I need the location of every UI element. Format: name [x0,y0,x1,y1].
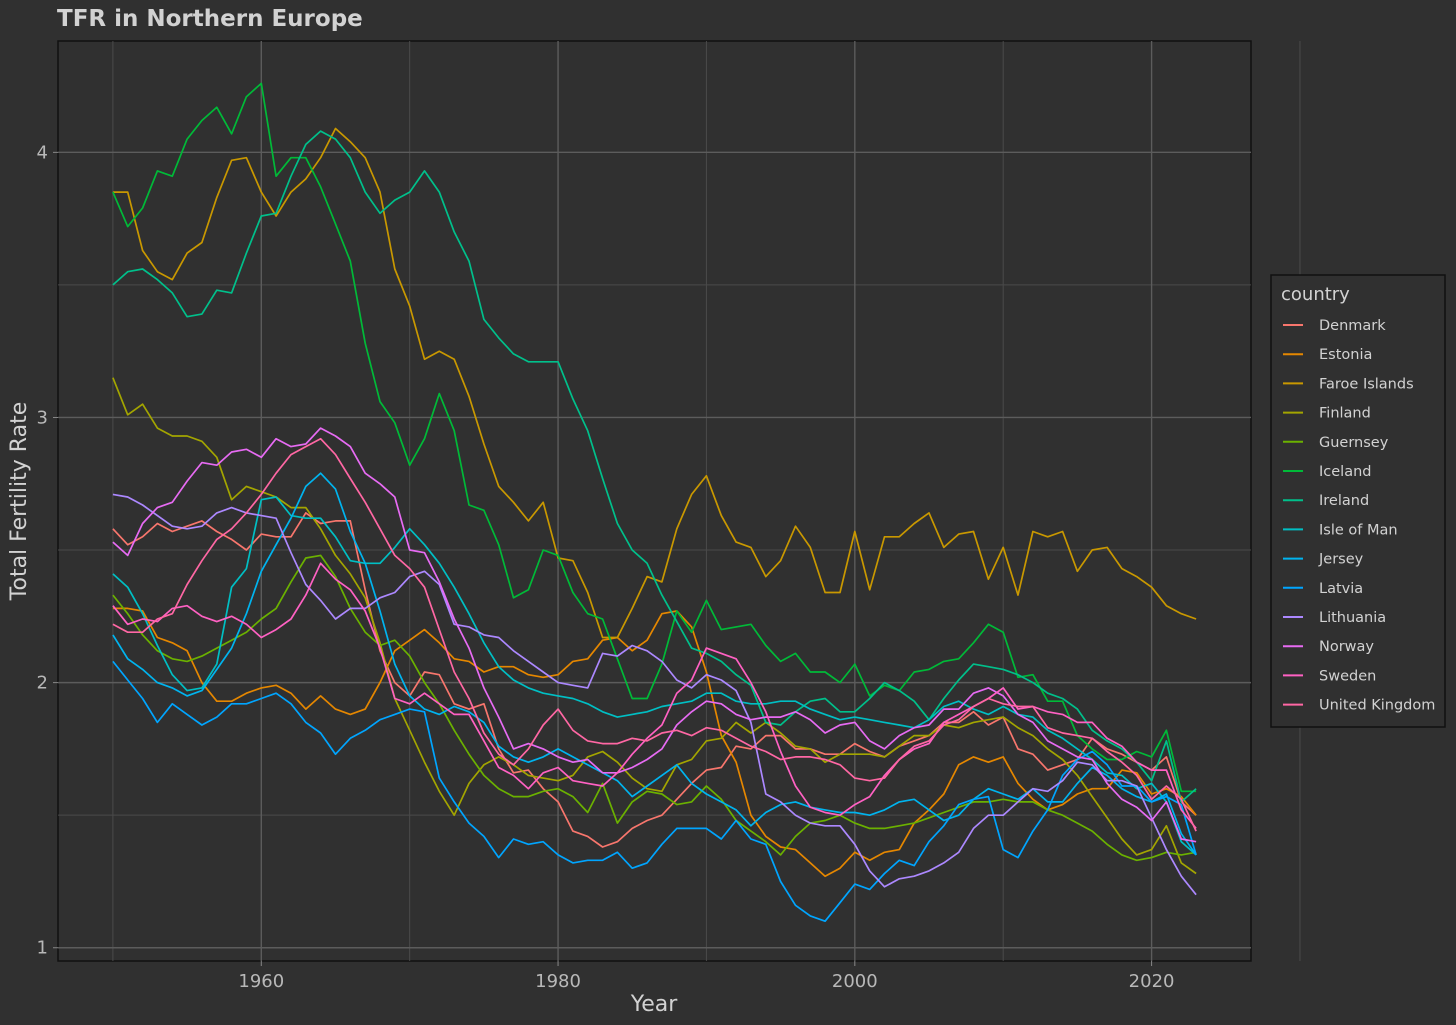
plot-panel [57,40,1252,962]
series-line-iceland [112,82,1197,793]
series-line-norway [112,427,1197,843]
legend-label: Jersey [1318,552,1364,568]
y-tick-label: 1 [37,938,48,959]
x-tick-label: 2000 [832,971,878,992]
x-tick-label: 2020 [1129,971,1175,992]
legend: country Denmark Estonia Faroe Islands Finla… [1270,274,1446,728]
legend-label: Estonia [1319,347,1372,363]
series-line-estonia [112,607,1197,878]
legend-label: Norway [1319,639,1374,655]
legend-label: United Kingdom [1319,698,1435,714]
legend-label: Sweden [1319,668,1376,684]
legend-label: Iceland [1319,464,1371,480]
series-line-ireland [112,130,1197,803]
series-line-lithuania [112,493,1197,896]
series-line-finland [112,377,1197,875]
axes: 1960 1980 2000 2020 1 2 3 4 [37,142,1175,992]
y-axis-label: Total Fertility Rate [7,402,32,601]
series-line-guernsey [112,554,1197,862]
chart-title: TFR in Northern Europe [57,6,363,32]
legend-label: Finland [1319,406,1371,422]
legend-title: country [1281,284,1350,305]
legend-items: Denmark Estonia Faroe Islands Finland Guerns… [1283,318,1435,714]
legend-label: Faroe Islands [1319,376,1414,392]
series-line-jersey [112,472,1197,856]
y-tick-label: 4 [37,142,48,163]
series-lines [112,82,1197,923]
legend-label: Guernsey [1319,435,1389,451]
legend-label: Latvia [1319,581,1363,597]
y-tick-label: 3 [37,407,48,428]
series-line-denmark [112,512,1197,848]
legend-label: Lithuania [1319,610,1386,626]
y-tick-label: 2 [37,673,48,694]
legend-label: Ireland [1319,493,1369,509]
legend-label: Denmark [1319,318,1386,334]
x-axis-label: Year [630,992,679,1017]
series-line-isle-of-man [112,496,1197,856]
x-tick-label: 1980 [535,971,581,992]
legend-label: Isle of Man [1319,522,1398,538]
series-line-latvia [112,660,1197,923]
x-tick-label: 1960 [238,971,284,992]
series-line-united-kingdom [112,437,1197,832]
